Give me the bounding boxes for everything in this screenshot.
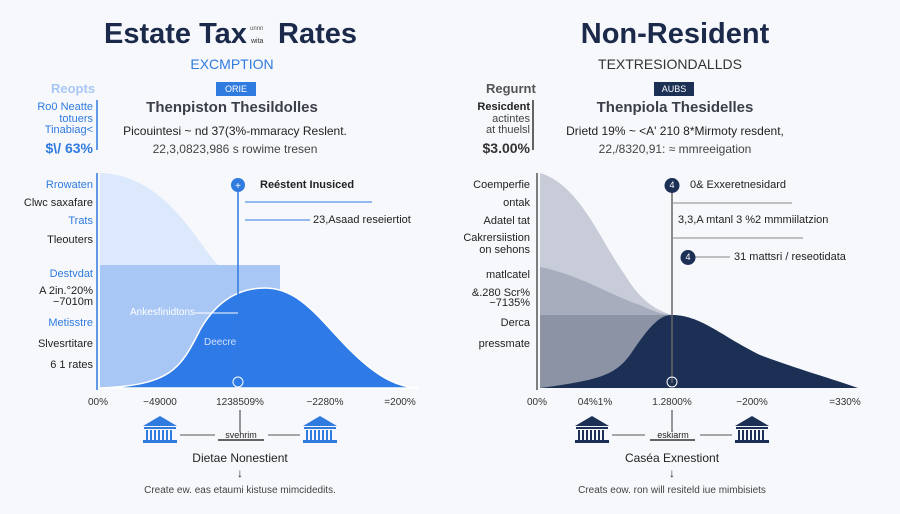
- right-x-tick: 04%1%: [577, 397, 613, 408]
- left-subtitle: EXCMPTION: [190, 56, 274, 72]
- left-marker-top: [231, 178, 245, 192]
- right-callout-2: 3,3,A mtanl 3 %2 mmmiilatzion: [678, 214, 829, 226]
- left-footer-text: Create ew. eas etaumi kistuse mimcidedit…: [144, 485, 336, 496]
- left-callout-2: 23,Asaad reseiertiot: [313, 214, 411, 226]
- right-axis-label: Adatel tat: [483, 215, 530, 227]
- left-heading: Thenpiston Thesildolles: [146, 99, 318, 116]
- left-callout-1: Reéstent Inusiced: [260, 179, 355, 191]
- left-inner-label-2: Deecre: [204, 337, 237, 348]
- left-chart: +: [96, 173, 419, 390]
- right-x-tick: 00%: [526, 397, 548, 408]
- arrow-down-icon: ↓: [669, 466, 675, 480]
- left-side-value: $\/ 63%: [45, 140, 93, 156]
- right-chart: [536, 173, 858, 390]
- left-axis-label: Rrowaten: [45, 179, 93, 191]
- left-axis-label: Tleouters: [47, 234, 93, 246]
- right-footer-text: Creats eow. ron will resiteld iue mimbis…: [578, 485, 766, 496]
- svg-text:+: +: [235, 181, 241, 192]
- left-inner-label-1: Ankesfinidtons: [130, 307, 196, 318]
- right-axis-label: ontak: [503, 197, 530, 209]
- right-axis-label: Cakrersiistion: [463, 232, 530, 244]
- bank-icon: [575, 416, 609, 443]
- left-title-small-2: wita: [251, 38, 264, 45]
- right-marker-1: 4: [664, 178, 680, 193]
- left-x-tick: −49000: [143, 397, 177, 408]
- left-axis-label: A 2in.°20%: [39, 285, 93, 297]
- left-footer-title: Dietae Nonestient: [192, 451, 288, 465]
- left-axis-label: Slvesrtitare: [37, 338, 93, 350]
- bank-icon: [735, 416, 769, 443]
- right-axis-label: Coemperfie: [473, 179, 530, 191]
- right-x-tick: 1.2800%: [652, 397, 692, 408]
- left-x-tick: 00%: [87, 397, 109, 408]
- left-axis-label: Destvdat: [49, 268, 93, 280]
- right-x-tick: =330%: [829, 397, 861, 408]
- left-line-1: Picouintesi ~ nd 37(3%-mmaracy Reslent.: [123, 124, 347, 138]
- arrow-down-icon: ↓: [237, 466, 243, 480]
- right-axis-label: −7135%: [489, 297, 530, 309]
- left-marker-bottom: [232, 376, 244, 388]
- left-badge: ORIE: [216, 82, 256, 96]
- left-side-2: totuers: [59, 113, 93, 125]
- right-line-2: 22,/8320,91: ≈ mmreeigation: [598, 142, 752, 156]
- left-title-b: Rates: [278, 18, 357, 50]
- right-axis-label: Derca: [500, 317, 530, 329]
- right-axis-label: pressmate: [478, 338, 530, 350]
- left-axis-label: −7010m: [52, 296, 93, 308]
- left-title-small-1: unnn: [250, 26, 264, 32]
- right-line-1: Drietd 19% ~ <A' 210 8*Mirmoty resdent,: [566, 124, 784, 138]
- right-marker-2: 4: [680, 250, 696, 265]
- left-axis-label: Clwc saxafare: [23, 197, 93, 209]
- right-axis-label: on sehons: [479, 244, 530, 256]
- bank-icon: [303, 416, 337, 443]
- right-callout-1: 0& Exxeretnesidard: [690, 179, 786, 191]
- right-heading: Thenpiola Thesidelles: [596, 99, 754, 116]
- left-axis-label: 6 1 rates: [50, 359, 93, 371]
- right-x-tick: −200%: [736, 397, 768, 408]
- right-badge: AUBS: [654, 82, 694, 96]
- right-side-heading: Regurnt: [486, 81, 536, 96]
- right-side-value: $3.00%: [482, 140, 530, 156]
- left-side-heading: Reopts: [51, 81, 96, 96]
- right-marker-bottom: [666, 376, 678, 388]
- left-axis-label: Metisstre: [48, 317, 93, 329]
- left-dark-bell: [99, 287, 419, 389]
- right-axis-label: &.280 Scr%: [471, 287, 530, 299]
- left-x-tick: 1238509%: [216, 397, 264, 408]
- left-side-1: Ro0 Neatte: [37, 101, 93, 113]
- right-side-2: actintes: [492, 113, 530, 125]
- right-connector-label: eskiarm: [657, 430, 689, 440]
- bank-icon: [143, 416, 177, 443]
- right-side-1: Resicdent: [477, 101, 530, 113]
- left-connector-label: svehrim: [225, 430, 257, 440]
- left-line-2: 22,3,0823,986 s rowime tresen: [152, 142, 318, 156]
- right-title: Non-Resident: [580, 18, 770, 50]
- right-axis-label: matlcatel: [485, 269, 530, 281]
- right-subtitle: TEXTRESIONDALLDS: [598, 56, 742, 72]
- left-side-3: Tinabiag<: [44, 124, 93, 136]
- right-footer-title: Caséa Exnestiont: [624, 451, 720, 465]
- right-callout-3: 31 mattsri / reseotidata: [734, 251, 846, 263]
- left-title-a: Estate Tax: [104, 18, 247, 50]
- right-navy-bell: [540, 315, 858, 388]
- left-x-tick: −2280%: [306, 397, 344, 408]
- right-side-3: at thuelsl: [485, 124, 530, 136]
- left-axis-label: Trats: [68, 215, 93, 227]
- left-x-tick: =200%: [384, 397, 416, 408]
